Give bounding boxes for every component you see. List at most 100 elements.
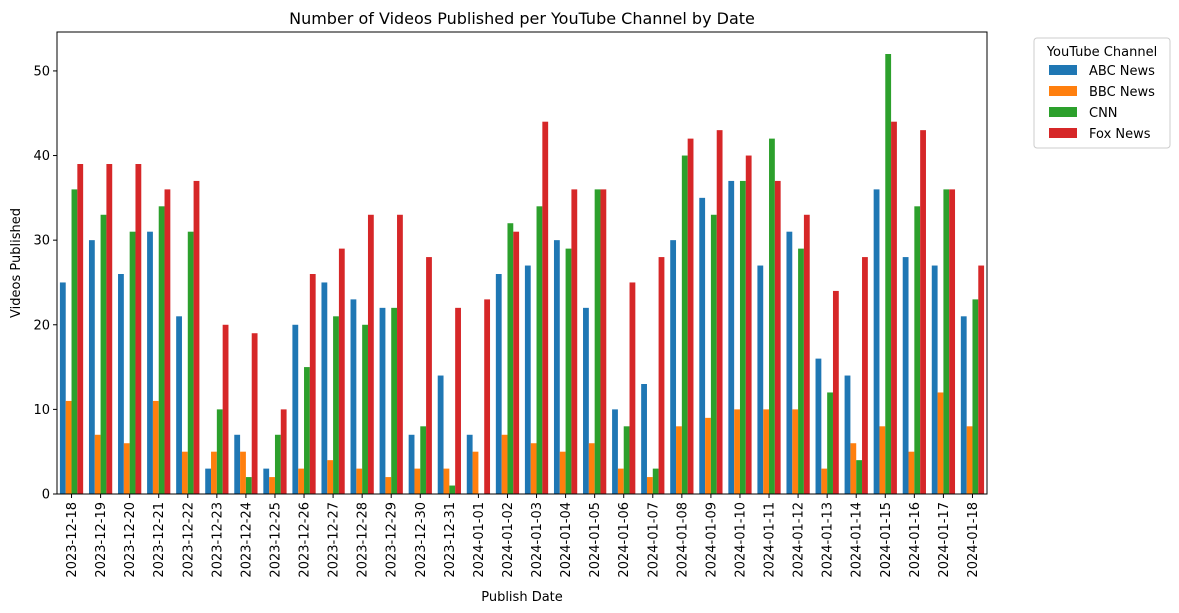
legend: YouTube Channel ABC News BBC News CNN Fox N… xyxy=(1033,37,1171,149)
x-tick-label: 2024-01-10 xyxy=(733,502,748,578)
bar-cnn-2024-01-13 xyxy=(827,392,833,494)
bar-abc-news-2024-01-13 xyxy=(815,358,822,494)
bar-abc-news-2024-01-16 xyxy=(902,257,909,494)
bar-bbc-news-2024-01-02 xyxy=(501,434,508,494)
bar-fox-news-2024-01-12 xyxy=(803,214,810,494)
y-axis: 0 10 20 30 40 50 xyxy=(33,64,57,503)
x-tick-label: 2024-01-08 xyxy=(675,502,690,578)
bar-fox-news-2024-01-05 xyxy=(600,189,607,494)
bar-fox-news-2024-01-18 xyxy=(978,265,985,494)
bar-abc-news-2024-01-11 xyxy=(757,265,764,494)
bar-fox-news-2024-01-09 xyxy=(716,130,723,494)
bar-bbc-news-2024-01-15 xyxy=(879,426,886,494)
bar-cnn-2023-12-25 xyxy=(274,434,281,494)
bar-abc-news-2024-01-18 xyxy=(960,316,967,494)
x-tick-label: 2024-01-15 xyxy=(879,502,894,578)
bar-bbc-news-2024-01-13 xyxy=(821,468,828,494)
bar-bbc-news-2023-12-22 xyxy=(181,451,188,494)
bar-fox-news-2023-12-27 xyxy=(338,248,345,494)
bar-abc-news-2023-12-24 xyxy=(234,434,241,494)
x-tick-label: 2024-01-09 xyxy=(704,502,719,578)
x-tick-label: 2024-01-18 xyxy=(966,502,981,578)
bar-abc-news-2024-01-05 xyxy=(583,307,589,494)
bar-cnn-2024-01-04 xyxy=(565,248,572,494)
bar-cnn-2024-01-03 xyxy=(536,206,543,494)
bar-bbc-news-2024-01-11 xyxy=(763,409,770,494)
bar-bbc-news-2023-12-24 xyxy=(240,451,246,494)
bar-fox-news-2024-01-06 xyxy=(629,282,636,494)
bar-abc-news-2023-12-22 xyxy=(176,316,182,494)
x-tick-label: 2023-12-29 xyxy=(385,502,400,578)
bar-bbc-news-2024-01-12 xyxy=(792,409,799,494)
legend-label-fox-news: Fox News xyxy=(1089,127,1151,142)
bar-fox-news-2024-01-01 xyxy=(484,299,491,494)
bar-bbc-news-2023-12-27 xyxy=(327,460,334,494)
x-tick-label: 2023-12-26 xyxy=(298,502,313,578)
bar-cnn-2023-12-24 xyxy=(245,477,252,494)
bar-abc-news-2024-01-01 xyxy=(466,434,473,494)
bar-bbc-news-2023-12-18 xyxy=(65,400,72,494)
x-tick-label: 2023-12-31 xyxy=(443,502,458,578)
bar-fox-news-2023-12-23 xyxy=(222,324,229,494)
legend-label-cnn: CNN xyxy=(1089,106,1118,121)
bar-fox-news-2023-12-22 xyxy=(193,180,200,495)
x-tick-label: 2023-12-22 xyxy=(181,502,196,578)
bar-fox-news-2024-01-17 xyxy=(949,189,956,494)
bar-fox-news-2023-12-25 xyxy=(280,409,287,494)
bar-cnn-2024-01-10 xyxy=(739,180,746,495)
bar-cnn-2023-12-22 xyxy=(187,231,194,494)
bar-abc-news-2023-12-27 xyxy=(321,282,328,494)
bar-cnn-2023-12-26 xyxy=(304,367,310,494)
bar-abc-news-2024-01-03 xyxy=(524,265,531,494)
bar-fox-news-2023-12-20 xyxy=(135,164,142,494)
y-tick-label: 30 xyxy=(33,234,50,249)
bar-bbc-news-2024-01-08 xyxy=(676,426,682,494)
x-tick-label: 2023-12-18 xyxy=(65,502,80,578)
bar-abc-news-2024-01-14 xyxy=(844,375,851,494)
chart-title: Number of Videos Published per YouTube C… xyxy=(289,9,755,28)
bar-cnn-2023-12-21 xyxy=(158,206,165,494)
x-tick-label: 2023-12-25 xyxy=(268,502,283,578)
x-tick-label: 2024-01-13 xyxy=(821,502,836,578)
x-tick-label: 2023-12-23 xyxy=(210,502,225,578)
bar-bbc-news-2024-01-17 xyxy=(937,392,944,494)
bar-cnn-2023-12-20 xyxy=(129,231,136,494)
bar-cnn-2024-01-07 xyxy=(652,468,659,494)
bar-bbc-news-2024-01-01 xyxy=(472,451,479,494)
legend-label-abc-news: ABC News xyxy=(1089,64,1155,79)
bar-abc-news-2024-01-15 xyxy=(873,189,880,494)
bar-abc-news-2023-12-18 xyxy=(59,282,66,494)
bar-cnn-2024-01-14 xyxy=(856,460,863,494)
bar-bbc-news-2023-12-25 xyxy=(269,477,275,494)
bar-fox-news-2024-01-16 xyxy=(920,130,926,494)
bar-cnn-2024-01-12 xyxy=(798,248,804,494)
bar-cnn-2023-12-29 xyxy=(391,307,398,494)
bar-abc-news-2024-01-04 xyxy=(553,240,560,494)
y-tick-label: 50 xyxy=(33,64,50,79)
x-axis-title: Publish Date xyxy=(481,590,563,605)
bar-cnn-2024-01-06 xyxy=(623,426,630,494)
bar-abc-news-2024-01-06 xyxy=(612,409,618,494)
bar-fox-news-2024-01-10 xyxy=(745,155,752,495)
x-tick-label: 2024-01-05 xyxy=(588,502,603,578)
x-tick-label: 2023-12-19 xyxy=(94,502,109,578)
bar-bbc-news-2023-12-26 xyxy=(298,468,305,494)
x-tick-label: 2024-01-17 xyxy=(937,502,952,578)
bar-abc-news-2023-12-31 xyxy=(437,375,444,494)
bar-cnn-2023-12-31 xyxy=(449,485,456,494)
bar-fox-news-2023-12-18 xyxy=(77,164,84,494)
bar-cnn-2024-01-15 xyxy=(885,54,892,494)
bar-bbc-news-2024-01-05 xyxy=(588,443,595,494)
x-tick-label: 2023-12-24 xyxy=(239,502,254,578)
y-axis-title: Videos Published xyxy=(9,208,24,318)
x-tick-label: 2024-01-03 xyxy=(530,502,545,578)
bar-cnn-2023-12-23 xyxy=(216,409,223,494)
bar-fox-news-2024-01-14 xyxy=(862,257,868,494)
bar-abc-news-2023-12-19 xyxy=(88,240,95,494)
bar-bbc-news-2024-01-10 xyxy=(734,409,740,494)
bar-bbc-news-2024-01-18 xyxy=(966,426,973,494)
bar-cnn-2024-01-17 xyxy=(943,189,950,494)
bars-group xyxy=(59,54,985,495)
bar-fox-news-2023-12-19 xyxy=(106,164,113,494)
